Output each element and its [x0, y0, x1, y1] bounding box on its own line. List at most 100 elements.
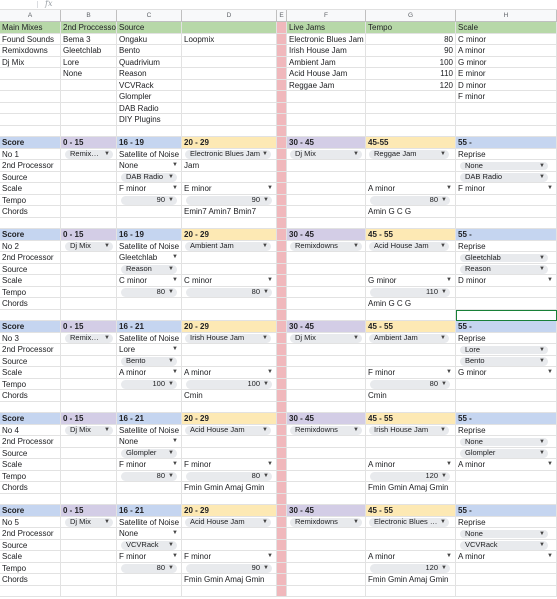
table-cell[interactable] [366, 91, 456, 103]
column-header-d[interactable]: D [182, 10, 277, 21]
dropdown-chip[interactable]: None ▼ [460, 529, 548, 538]
main-mix-dropdown[interactable]: Remixdowns ▼ [287, 240, 366, 252]
empty-cell[interactable] [287, 390, 366, 402]
empty-cell[interactable] [287, 217, 366, 229]
table-cell[interactable] [277, 45, 287, 57]
empty-cell[interactable] [61, 217, 117, 229]
empty-cell[interactable] [61, 436, 117, 448]
table-cell[interactable]: A minor [456, 45, 557, 57]
empty-cell[interactable] [287, 585, 366, 597]
row-label[interactable]: 2nd Processor [0, 436, 61, 448]
divider-cell[interactable] [277, 424, 287, 436]
empty-cell[interactable] [287, 206, 366, 218]
divider-cell[interactable] [277, 390, 287, 402]
score-number[interactable]: No 5 [0, 516, 61, 528]
range-header[interactable]: 30 - 45 [287, 505, 366, 517]
live-jam-dropdown[interactable]: Reggae Jam ▼ [366, 148, 456, 160]
divider-cell[interactable] [277, 148, 287, 160]
cell[interactable]: Reprise [456, 516, 557, 528]
processor-dropdown[interactable]: Lore ▼ [456, 344, 557, 356]
divider-cell[interactable] [277, 516, 287, 528]
live-jam-dropdown[interactable]: Acid House Jam ▼ [182, 516, 277, 528]
dropdown-chip[interactable]: Dj Mix ▼ [65, 426, 113, 435]
tempo-dropdown[interactable]: 90 ▼ [182, 194, 277, 206]
empty-cell[interactable] [287, 528, 366, 540]
empty-cell[interactable] [61, 275, 117, 287]
column-header-f[interactable]: F [287, 10, 366, 21]
live-jam-dropdown[interactable]: Electronic Blues … ▼ [366, 516, 456, 528]
dropdown-chip[interactable]: Electronic Blues … ▼ [369, 518, 449, 527]
divider-cell[interactable] [277, 413, 287, 425]
dropdown-chip[interactable]: 80 ▼ [370, 380, 450, 389]
range-header[interactable]: 30 - 45 [287, 229, 366, 241]
table-cell[interactable]: Electronic Blues Jam [287, 33, 366, 45]
empty-cell[interactable] [366, 160, 456, 172]
row-label[interactable]: Source [0, 263, 61, 275]
dropdown-chip[interactable]: Bento ▼ [121, 357, 177, 366]
scale-dropdown[interactable]: A minor ▼ [182, 367, 277, 379]
empty-cell[interactable] [366, 344, 456, 356]
range-header[interactable]: 16 - 21 [117, 505, 182, 517]
row-label[interactable]: Source [0, 171, 61, 183]
table-cell[interactable] [0, 114, 61, 126]
table-cell[interactable]: E minor [456, 68, 557, 80]
main-mix-dropdown[interactable]: Dj Mix ▼ [61, 424, 117, 436]
header-cell[interactable] [182, 22, 277, 34]
dropdown-chip[interactable]: Dj Mix ▼ [65, 242, 113, 251]
divider-cell[interactable] [277, 344, 287, 356]
range-header[interactable]: 16 - 19 [117, 137, 182, 149]
source-dropdown[interactable]: Reason ▼ [456, 263, 557, 275]
empty-cell[interactable] [182, 401, 277, 413]
live-jam-dropdown[interactable]: Electronic Blues Jam ▼ [182, 148, 277, 160]
table-cell[interactable] [182, 102, 277, 114]
empty-cell[interactable] [287, 160, 366, 172]
formula-bar[interactable]: fx [0, 0, 557, 10]
empty-cell[interactable] [287, 171, 366, 183]
table-cell[interactable] [277, 114, 287, 126]
empty-cell[interactable] [456, 194, 557, 206]
empty-cell[interactable] [456, 206, 557, 218]
empty-cell[interactable] [117, 493, 182, 505]
chords-cell[interactable]: Amin G C G [366, 298, 456, 310]
table-cell[interactable] [61, 79, 117, 91]
main-mix-dropdown[interactable]: Dj Mix ▼ [61, 516, 117, 528]
score-label[interactable]: Score [0, 229, 61, 241]
score-number[interactable]: No 2 [0, 240, 61, 252]
table-cell[interactable]: Reason [117, 68, 182, 80]
scale-dropdown[interactable]: A minor ▼ [456, 551, 557, 563]
range-header[interactable]: 20 - 29 [182, 321, 277, 333]
column-header-b[interactable]: B [61, 10, 117, 21]
processor-dropdown[interactable]: None ▼ [117, 160, 182, 172]
scale-dropdown[interactable]: F minor ▼ [366, 367, 456, 379]
dropdown-chip[interactable]: 100 ▼ [186, 380, 272, 389]
empty-cell[interactable] [456, 217, 557, 229]
tempo-dropdown[interactable]: 120 ▼ [366, 470, 456, 482]
cell[interactable]: Satellite of Noise [117, 516, 182, 528]
empty-cell[interactable] [366, 436, 456, 448]
source-dropdown[interactable]: Bento ▼ [456, 355, 557, 367]
scale-dropdown[interactable]: A minor ▼ [366, 183, 456, 195]
range-header[interactable]: 55 - [456, 413, 557, 425]
cell[interactable]: Satellite of Noise [117, 148, 182, 160]
empty-cell[interactable] [366, 585, 456, 597]
empty-cell[interactable] [456, 378, 557, 390]
source-dropdown[interactable]: Glompler ▼ [456, 447, 557, 459]
chords-cell[interactable]: Fmin Gmin Amaj Gmin [182, 574, 277, 586]
table-cell[interactable]: Ongaku [117, 33, 182, 45]
score-number[interactable]: No 3 [0, 332, 61, 344]
empty-cell[interactable] [61, 355, 117, 367]
scale-dropdown[interactable]: C minor ▼ [117, 275, 182, 287]
divider-cell[interactable] [277, 194, 287, 206]
main-mix-dropdown[interactable]: Remix… ▼ [61, 332, 117, 344]
table-cell[interactable] [0, 91, 61, 103]
dropdown-chip[interactable]: DAB Radio ▼ [460, 173, 548, 182]
empty-cell[interactable] [61, 401, 117, 413]
row-label[interactable]: Source [0, 355, 61, 367]
source-dropdown[interactable]: Glompler ▼ [117, 447, 182, 459]
dropdown-chip[interactable]: Reason ▼ [460, 265, 548, 274]
dropdown-chip[interactable]: 100 ▼ [121, 380, 177, 389]
empty-cell[interactable] [277, 309, 287, 321]
scale-dropdown[interactable]: C minor ▼ [182, 275, 277, 287]
dropdown-chip[interactable]: 90 ▼ [186, 196, 272, 205]
dropdown-chip[interactable]: 80 ▼ [121, 564, 177, 573]
